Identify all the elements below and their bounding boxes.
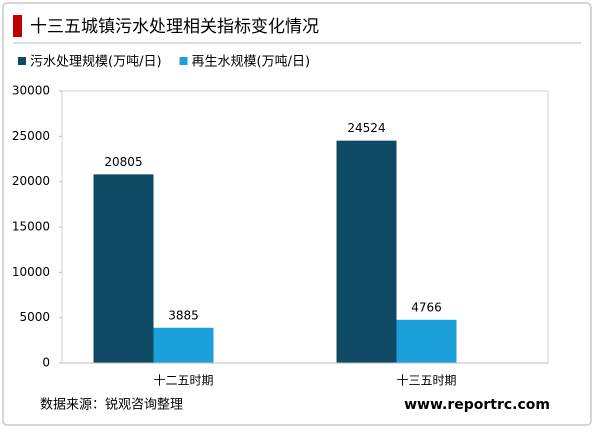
data-label: 4766: [411, 300, 442, 314]
data-label: 3885: [168, 308, 199, 322]
data-label: 24524: [347, 121, 385, 135]
legend-swatch: [18, 57, 26, 65]
title-marker: [13, 15, 22, 37]
x-tick-label: 十三五时期: [396, 374, 456, 388]
legend-label: 再生水规模(万吨/日): [192, 55, 311, 70]
bar: [336, 140, 397, 363]
legend-swatch: [179, 57, 188, 65]
bar: [396, 319, 457, 363]
chart-title: 十三五城镇污水处理相关指标变化情况: [30, 17, 319, 37]
y-tick-label: 5000: [19, 310, 50, 324]
legend-label: 污水处理规模(万吨/日): [30, 55, 162, 70]
source: 数据来源：锐观咨询整理: [40, 398, 183, 413]
data-label: 20805: [104, 155, 142, 169]
y-tick-label: 10000: [12, 265, 50, 279]
y-tick-label: 30000: [12, 84, 50, 98]
y-tick-label: 20000: [12, 174, 50, 188]
y-tick-label: 0: [42, 356, 50, 370]
x-tick-label: 十二五时期: [153, 374, 213, 388]
bar: [153, 327, 214, 363]
bar: [93, 174, 154, 363]
website: www.reportrc.com: [404, 397, 550, 413]
y-tick-label: 25000: [12, 129, 50, 143]
y-tick-label: 15000: [12, 220, 50, 234]
